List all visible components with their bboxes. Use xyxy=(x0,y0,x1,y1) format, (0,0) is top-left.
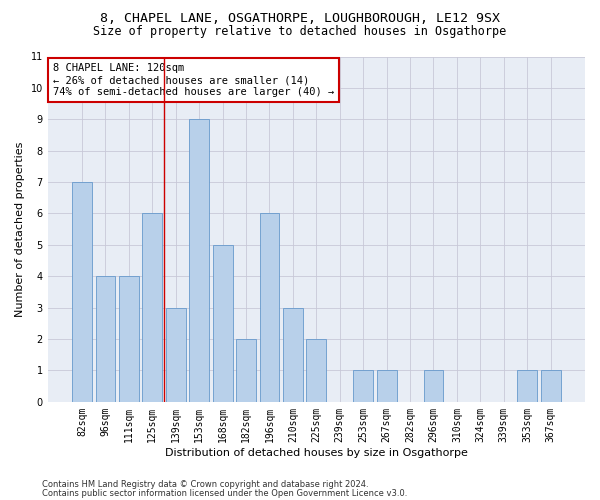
Bar xyxy=(72,182,92,402)
Text: 8 CHAPEL LANE: 120sqm
← 26% of detached houses are smaller (14)
74% of semi-deta: 8 CHAPEL LANE: 120sqm ← 26% of detached … xyxy=(53,64,334,96)
Bar xyxy=(517,370,537,402)
Text: 8, CHAPEL LANE, OSGATHORPE, LOUGHBOROUGH, LE12 9SX: 8, CHAPEL LANE, OSGATHORPE, LOUGHBOROUGH… xyxy=(100,12,500,26)
Bar xyxy=(166,308,186,402)
Bar xyxy=(95,276,115,402)
Text: Size of property relative to detached houses in Osgathorpe: Size of property relative to detached ho… xyxy=(94,25,506,38)
Bar xyxy=(142,214,162,402)
Y-axis label: Number of detached properties: Number of detached properties xyxy=(15,142,25,317)
Bar xyxy=(307,339,326,402)
Text: Contains public sector information licensed under the Open Government Licence v3: Contains public sector information licen… xyxy=(42,488,407,498)
Bar xyxy=(424,370,443,402)
Text: Contains HM Land Registry data © Crown copyright and database right 2024.: Contains HM Land Registry data © Crown c… xyxy=(42,480,368,489)
Bar xyxy=(541,370,560,402)
Bar xyxy=(212,245,233,402)
Bar xyxy=(353,370,373,402)
Bar xyxy=(377,370,397,402)
Bar xyxy=(236,339,256,402)
X-axis label: Distribution of detached houses by size in Osgathorpe: Distribution of detached houses by size … xyxy=(165,448,468,458)
Bar xyxy=(283,308,303,402)
Bar xyxy=(119,276,139,402)
Bar xyxy=(189,120,209,402)
Bar xyxy=(260,214,280,402)
